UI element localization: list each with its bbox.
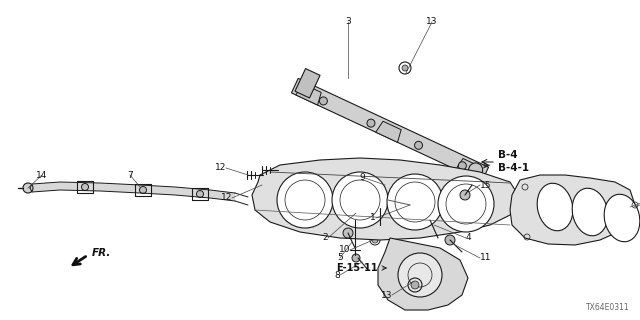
Text: 4: 4 [466, 234, 472, 243]
Circle shape [426, 216, 434, 224]
Text: 2: 2 [323, 234, 328, 243]
Circle shape [372, 237, 378, 243]
Polygon shape [32, 182, 235, 201]
Text: 13: 13 [426, 18, 438, 27]
Ellipse shape [572, 188, 608, 236]
Text: 14: 14 [36, 171, 48, 180]
Text: 9: 9 [359, 173, 365, 182]
Ellipse shape [537, 183, 573, 231]
Text: 13: 13 [381, 291, 392, 300]
Circle shape [458, 162, 467, 170]
Circle shape [372, 192, 388, 208]
Polygon shape [252, 158, 520, 240]
Circle shape [367, 119, 375, 127]
Polygon shape [456, 158, 481, 180]
Circle shape [438, 176, 494, 232]
Circle shape [277, 172, 333, 228]
Circle shape [411, 281, 419, 289]
Circle shape [332, 172, 388, 228]
Text: 3: 3 [345, 18, 351, 27]
Text: 11: 11 [480, 253, 492, 262]
Text: B-4: B-4 [498, 150, 518, 160]
Circle shape [415, 141, 422, 149]
Circle shape [352, 254, 360, 262]
Text: 1: 1 [371, 213, 376, 222]
Text: TX64E0311: TX64E0311 [586, 303, 630, 312]
Circle shape [387, 174, 443, 230]
Circle shape [196, 190, 204, 197]
Text: 5: 5 [337, 253, 343, 262]
Text: FR.: FR. [92, 248, 111, 258]
Circle shape [398, 253, 442, 297]
Circle shape [460, 190, 470, 200]
Text: 7: 7 [127, 171, 133, 180]
Polygon shape [378, 238, 468, 310]
Text: 12: 12 [221, 194, 232, 203]
Polygon shape [376, 121, 401, 142]
Circle shape [81, 183, 88, 190]
Text: 12: 12 [214, 164, 226, 172]
Polygon shape [510, 175, 635, 245]
Ellipse shape [604, 194, 640, 242]
Circle shape [343, 228, 353, 238]
Text: E-15-11: E-15-11 [337, 263, 378, 273]
Circle shape [140, 187, 147, 194]
Text: B-4-1: B-4-1 [498, 163, 529, 173]
Circle shape [319, 97, 328, 105]
Text: 10: 10 [339, 245, 350, 254]
Circle shape [445, 235, 455, 245]
Circle shape [23, 183, 33, 193]
Polygon shape [291, 78, 488, 182]
Text: 15: 15 [480, 180, 492, 189]
Text: 8: 8 [334, 270, 340, 279]
Circle shape [350, 213, 360, 223]
Polygon shape [295, 68, 320, 98]
Circle shape [468, 163, 483, 177]
Polygon shape [296, 84, 321, 105]
Circle shape [402, 65, 408, 71]
